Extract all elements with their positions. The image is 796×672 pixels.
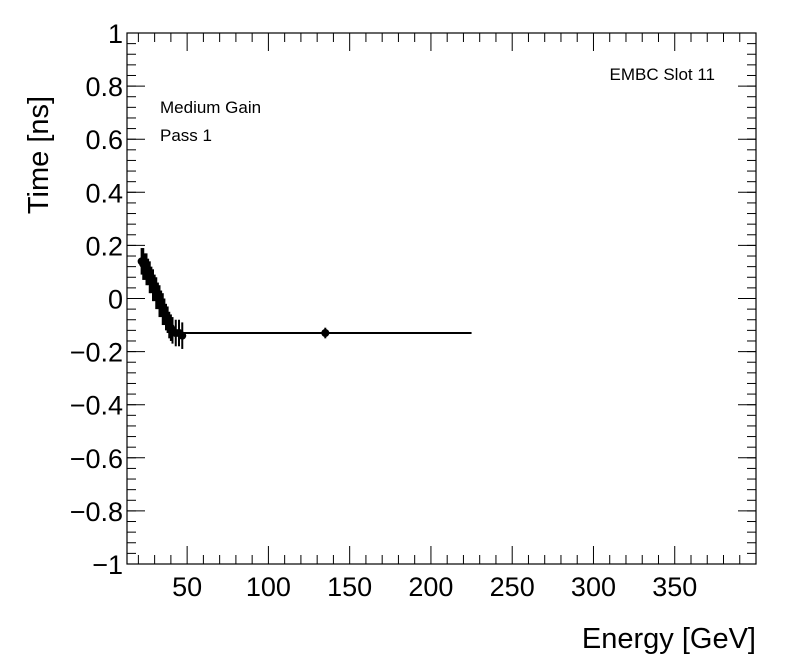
x-tick-label: 100 bbox=[246, 572, 291, 602]
x-tick-label: 350 bbox=[652, 572, 697, 602]
x-tick-label: 150 bbox=[327, 572, 372, 602]
y-tick-label: −0.6 bbox=[70, 444, 123, 474]
y-tick-label: −0.8 bbox=[70, 497, 123, 527]
x-tick-label: 250 bbox=[490, 572, 535, 602]
point-marker bbox=[321, 329, 330, 338]
y-tick-label: −0.2 bbox=[70, 338, 123, 368]
x-axis-title: Energy [GeV] bbox=[582, 623, 756, 655]
x-tick-label: 200 bbox=[408, 572, 453, 602]
y-tick-label: 1 bbox=[108, 19, 123, 49]
gain-annotation: Medium Gain bbox=[160, 98, 261, 117]
slot-annotation: EMBC Slot 11 bbox=[609, 65, 715, 84]
x-tick-label: 300 bbox=[571, 572, 616, 602]
pass-annotation: Pass 1 bbox=[160, 126, 212, 145]
y-tick-label: 0.6 bbox=[85, 125, 123, 155]
data-point bbox=[179, 327, 472, 339]
y-tick-label: 0.8 bbox=[85, 72, 123, 102]
y-tick-label: −1 bbox=[92, 550, 123, 580]
x-tick-label: 50 bbox=[172, 572, 202, 602]
y-tick-label: 0 bbox=[108, 285, 123, 315]
y-tick-label: 0.2 bbox=[85, 231, 123, 261]
y-tick-label: 0.4 bbox=[85, 178, 123, 208]
y-axis-title: Time [ns] bbox=[23, 96, 55, 214]
y-tick-label: −0.4 bbox=[70, 391, 123, 421]
